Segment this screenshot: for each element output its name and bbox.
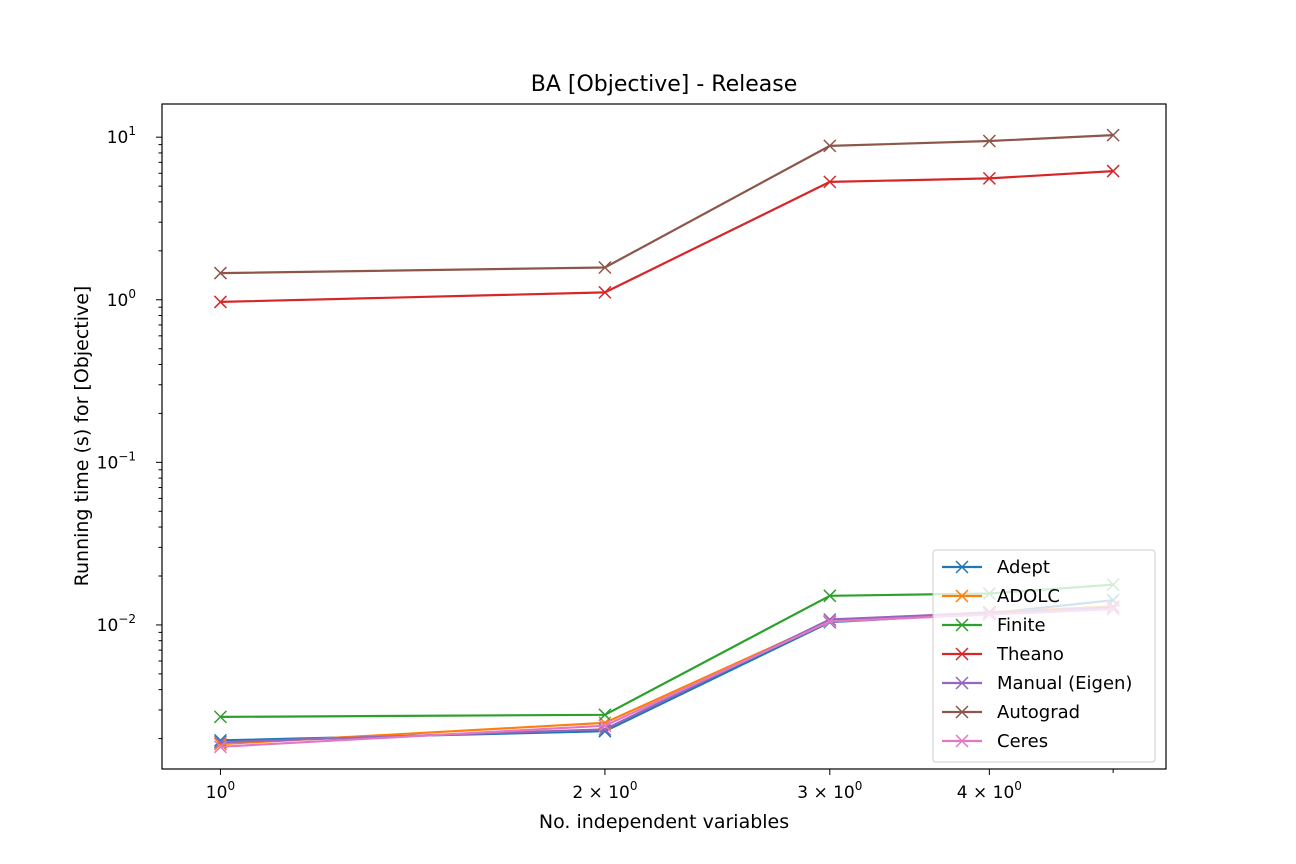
legend-marker [955, 734, 969, 748]
x-tick-label: 2 × 100 [572, 779, 637, 803]
legend-label: Manual (Eigen) [997, 673, 1132, 694]
data-point [213, 740, 227, 754]
data-point [213, 737, 227, 751]
legend-item: Finite [942, 615, 1046, 636]
chart-title: BA [Objective] - Release [531, 72, 798, 97]
data-point [823, 589, 837, 603]
y-tick-label: 100 [107, 287, 136, 311]
legend-label: ADOLC [997, 586, 1060, 607]
data-point [982, 171, 996, 185]
series-5 [213, 128, 1120, 280]
legend-label: Adept [997, 557, 1050, 578]
legend-marker [955, 705, 969, 719]
data-point [982, 134, 996, 148]
y-tick-label: 10−2 [97, 612, 136, 636]
legend-marker [955, 560, 969, 574]
legend-marker [955, 589, 969, 603]
y-axis: 10−2 10−1 100 101 [97, 124, 162, 740]
x-tick-label: 3 × 100 [797, 779, 862, 803]
data-point [213, 295, 227, 309]
data-point [823, 175, 837, 189]
data-point [213, 710, 227, 724]
legend: Adept ADOLC Finite Theano Manual (Eigen) Auto… [932, 549, 1156, 763]
y-tick-label: 10−1 [97, 449, 136, 473]
data-point [1106, 164, 1120, 178]
legend-marker [955, 676, 969, 690]
data-point [1106, 128, 1120, 142]
y-tick-label: 101 [107, 124, 136, 148]
legend-item: Manual (Eigen) [942, 673, 1132, 694]
axes-frame [161, 103, 1167, 770]
legend-marker [955, 647, 969, 661]
data-point [598, 260, 612, 275]
legend-label: Finite [997, 615, 1046, 636]
legend-label: Ceres [997, 731, 1048, 752]
data-point [213, 266, 227, 280]
data-point [598, 708, 612, 722]
legend-item: Theano [942, 644, 1064, 665]
legend-item: Autograd [942, 702, 1080, 723]
legend-box [932, 549, 1156, 763]
x-tick-label: 4 × 100 [957, 779, 1022, 803]
legend-item: Adept [942, 557, 1050, 578]
legend-item: ADOLC [942, 586, 1060, 607]
data-point [823, 614, 837, 629]
x-axis: 100 2 × 100 3 × 100 4 × 100 [206, 769, 1114, 803]
legend-label: Theano [996, 644, 1064, 665]
data-point [598, 719, 612, 733]
legend-label: Autograd [997, 702, 1080, 723]
series-3 [213, 164, 1120, 309]
legend-marker [955, 618, 969, 632]
x-axis-label: No. independent variables [539, 811, 789, 833]
data-point [823, 139, 837, 153]
legend-item: Ceres [942, 731, 1048, 752]
x-tick-label: 100 [206, 779, 235, 803]
y-axis-label: Running time (s) for [Objective] [71, 286, 93, 587]
data-point [598, 285, 612, 299]
